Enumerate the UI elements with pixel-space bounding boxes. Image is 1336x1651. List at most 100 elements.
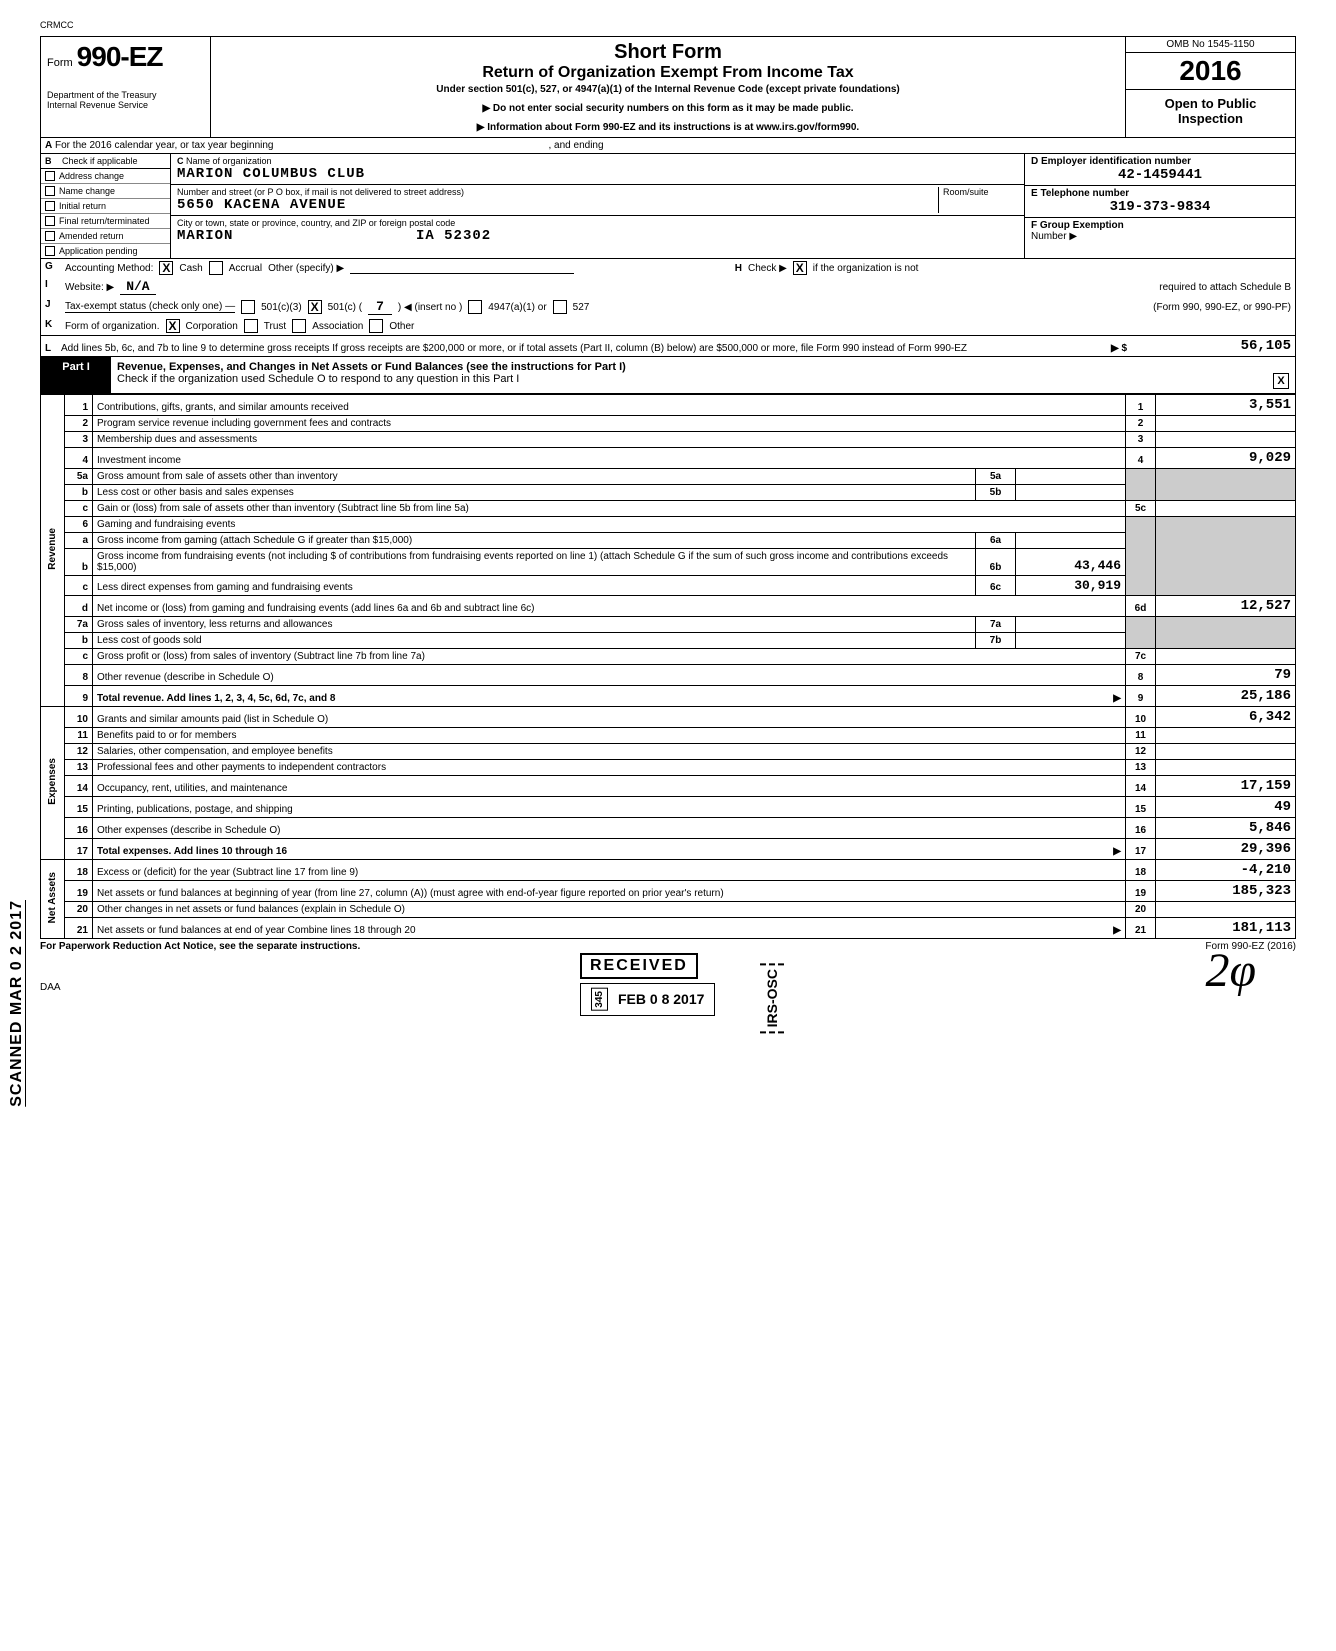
checkbox-501c3[interactable] bbox=[241, 300, 255, 314]
form-number: 990-EZ bbox=[77, 41, 163, 73]
line-18-num: 18 bbox=[65, 860, 93, 881]
row-a-text2: , and ending bbox=[548, 140, 603, 151]
line-1-amt: 3,551 bbox=[1156, 395, 1296, 416]
stamp-date: FEB 0 8 2017 bbox=[618, 991, 704, 1007]
line-20-amt bbox=[1156, 902, 1296, 918]
irs-osc-stamp: IRS-OSC bbox=[760, 963, 784, 1033]
side-label-revenue: Revenue bbox=[47, 528, 58, 570]
checkbox-501c[interactable]: X bbox=[308, 300, 322, 314]
line-5a-num: 5a bbox=[65, 469, 93, 485]
checkbox-amended[interactable] bbox=[45, 231, 55, 241]
state-zip: IA 52302 bbox=[416, 228, 491, 244]
line-8-amt: 79 bbox=[1156, 665, 1296, 686]
line-6c-num: c bbox=[65, 576, 93, 596]
501c-number: 7 bbox=[368, 299, 392, 315]
line-6b-ic: 6b bbox=[976, 549, 1016, 576]
h-text4: (Form 990, 990-EZ, or 990-PF) bbox=[1153, 302, 1291, 313]
line-9-desc: Total revenue. Add lines 1, 2, 3, 4, 5c,… bbox=[97, 693, 335, 704]
checkbox-final-return[interactable] bbox=[45, 216, 55, 226]
line-7c-amt bbox=[1156, 649, 1296, 665]
line-4-amt: 9,029 bbox=[1156, 448, 1296, 469]
line-6a-desc: Gross income from gaming (attach Schedul… bbox=[93, 533, 976, 549]
line-15-col: 15 bbox=[1126, 797, 1156, 818]
line-2-desc: Program service revenue including govern… bbox=[93, 416, 1126, 432]
checkbox-527[interactable] bbox=[553, 300, 567, 314]
org-name: MARION COLUMBUS CLUB bbox=[177, 166, 365, 182]
line-7a-iv bbox=[1016, 617, 1126, 633]
note-url: ▶ Information about Form 990-EZ and its … bbox=[221, 122, 1115, 133]
checkbox-cash[interactable]: X bbox=[159, 261, 173, 275]
line-18-desc: Excess or (deficit) for the year (Subtra… bbox=[93, 860, 1126, 881]
group-exempt-number-label: Number ▶ bbox=[1031, 231, 1077, 242]
lbl-address-change: Address change bbox=[59, 171, 124, 181]
line-7b-iv bbox=[1016, 633, 1126, 649]
line-2-num: 2 bbox=[65, 416, 93, 432]
col-c-letter: C bbox=[177, 156, 184, 166]
line-5a-iv bbox=[1016, 469, 1126, 485]
checkbox-initial-return[interactable] bbox=[45, 201, 55, 211]
part-1-checkbox[interactable]: X bbox=[1273, 373, 1289, 389]
line-20-num: 20 bbox=[65, 902, 93, 918]
line-8-desc: Other revenue (describe in Schedule O) bbox=[93, 665, 1126, 686]
line-15-num: 15 bbox=[65, 797, 93, 818]
line-5c-amt bbox=[1156, 501, 1296, 517]
line-13-desc: Professional fees and other payments to … bbox=[93, 760, 1126, 776]
row-a: A For the 2016 calendar year, or tax yea… bbox=[40, 138, 1296, 154]
line-20-col: 20 bbox=[1126, 902, 1156, 918]
checkbox-schedule-b[interactable]: X bbox=[793, 261, 807, 275]
line-6d-amt: 12,527 bbox=[1156, 596, 1296, 617]
checkbox-accrual[interactable] bbox=[209, 261, 223, 275]
line-9-col: 9 bbox=[1126, 686, 1156, 707]
line-19-amt: 185,323 bbox=[1156, 881, 1296, 902]
line-6d-col: 6d bbox=[1126, 596, 1156, 617]
top-code: CRMCC bbox=[40, 20, 1296, 30]
open-public-1: Open to Public bbox=[1130, 96, 1291, 111]
line-5c-desc: Gain or (loss) from sale of assets other… bbox=[93, 501, 1126, 517]
date-stamp: 345 FEB 0 8 2017 bbox=[580, 983, 715, 1016]
group-exempt-label: F Group Exemption bbox=[1031, 220, 1124, 231]
dept-irs: Internal Revenue Service bbox=[47, 101, 204, 111]
city-label: City or town, state or province, country… bbox=[177, 218, 455, 228]
checkbox-trust[interactable] bbox=[244, 319, 258, 333]
lbl-insert-no: ) ◀ (insert no ) bbox=[398, 302, 462, 313]
row-l: L Add lines 5b, 6c, and 7b to line 9 to … bbox=[40, 336, 1296, 357]
line-3-col: 3 bbox=[1126, 432, 1156, 448]
line-13-amt bbox=[1156, 760, 1296, 776]
line-6-desc: Gaming and fundraising events bbox=[93, 517, 1126, 533]
lbl-cash: Cash bbox=[179, 263, 202, 274]
checkbox-other-org[interactable] bbox=[369, 319, 383, 333]
line-15-amt: 49 bbox=[1156, 797, 1296, 818]
line-3-amt bbox=[1156, 432, 1296, 448]
line-9-amt: 25,186 bbox=[1156, 686, 1296, 707]
lbl-accrual: Accrual bbox=[229, 263, 262, 274]
accounting-method-label: Accounting Method: bbox=[65, 263, 153, 274]
lbl-corporation: Corporation bbox=[186, 321, 238, 332]
row-j-letter: J bbox=[41, 297, 61, 317]
line-4-desc: Investment income bbox=[93, 448, 1126, 469]
stamp-number: 345 bbox=[591, 988, 608, 1011]
lbl-association: Association bbox=[312, 321, 363, 332]
website-value: N/A bbox=[120, 279, 155, 295]
line-1-desc: Contributions, gifts, grants, and simila… bbox=[93, 395, 1126, 416]
checkbox-corporation[interactable]: X bbox=[166, 319, 180, 333]
street-value: 5650 KACENA AVENUE bbox=[177, 197, 346, 213]
street-label: Number and street (or P O box, if mail i… bbox=[177, 187, 464, 197]
line-6c-iv: 30,919 bbox=[1016, 576, 1126, 596]
form-footer: For Paperwork Reduction Act Notice, see … bbox=[40, 941, 1296, 952]
tax-year: 2016 bbox=[1126, 53, 1295, 90]
checkbox-4947[interactable] bbox=[468, 300, 482, 314]
checkbox-address-change[interactable] bbox=[45, 171, 55, 181]
checkbox-name-change[interactable] bbox=[45, 186, 55, 196]
checkbox-association[interactable] bbox=[292, 319, 306, 333]
line-16-desc: Other expenses (describe in Schedule O) bbox=[93, 818, 1126, 839]
line-17-col: 17 bbox=[1126, 839, 1156, 860]
line-8-col: 8 bbox=[1126, 665, 1156, 686]
line-18-amt: -4,210 bbox=[1156, 860, 1296, 881]
checkbox-pending[interactable] bbox=[45, 246, 55, 256]
line-15-desc: Printing, publications, postage, and shi… bbox=[93, 797, 1126, 818]
name-org-label: Name of organization bbox=[186, 156, 272, 166]
line-7c-num: c bbox=[65, 649, 93, 665]
line-6b-iv: 43,446 bbox=[1016, 549, 1126, 576]
line-5c-num: c bbox=[65, 501, 93, 517]
title-short-form: Short Form bbox=[221, 41, 1115, 64]
